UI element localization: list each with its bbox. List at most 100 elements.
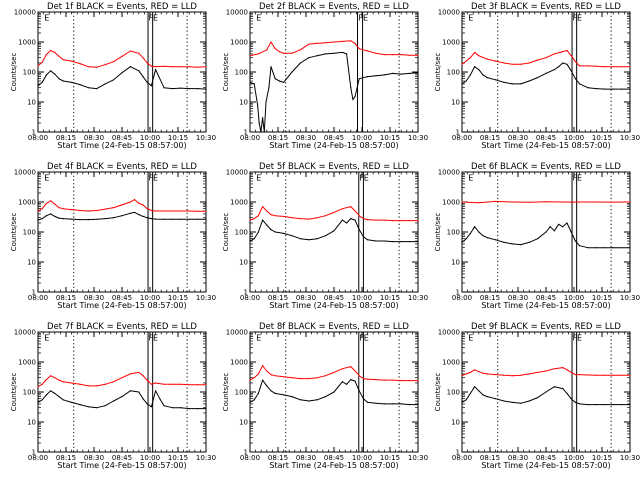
x-tick-label: 10:00	[352, 134, 372, 142]
marker-fe: FE	[572, 14, 582, 23]
series-point	[325, 396, 327, 398]
series-point	[278, 51, 280, 53]
series-point	[558, 223, 560, 225]
series-point	[104, 218, 106, 220]
series-point	[503, 81, 505, 83]
series-point	[180, 383, 182, 385]
series-point	[629, 201, 631, 203]
y-tick-label: 10	[239, 99, 248, 107]
series-point	[362, 378, 364, 380]
series-point	[482, 372, 484, 374]
series-point	[129, 201, 131, 203]
series-point	[150, 406, 152, 408]
series-point	[346, 383, 348, 385]
series-point	[262, 206, 264, 208]
y-tick-label: 10000	[14, 9, 36, 17]
series-point	[270, 229, 272, 231]
marker-e: E	[44, 334, 49, 343]
series-point	[478, 69, 480, 71]
series-point	[266, 49, 268, 51]
x-tick-label: 08:30	[296, 294, 316, 302]
series-point	[150, 85, 152, 87]
series-line-lld	[461, 367, 630, 377]
series-point	[362, 236, 364, 238]
series-point	[595, 65, 598, 67]
x-tick-label: 10:30	[408, 134, 428, 142]
series-point	[268, 87, 270, 89]
series-point	[104, 64, 106, 66]
series-point	[258, 122, 260, 124]
series-point	[574, 78, 577, 80]
series-point	[188, 66, 190, 68]
series-point	[528, 62, 530, 64]
series-point	[474, 226, 476, 228]
series-point	[341, 40, 343, 43]
series-point	[121, 204, 123, 206]
series-point	[537, 397, 539, 399]
series-point	[461, 375, 463, 377]
y-tick-label: 1	[456, 289, 460, 297]
series-point	[375, 402, 377, 404]
series-point	[37, 210, 39, 212]
series-point	[159, 398, 161, 400]
marker-fe: FE	[358, 14, 368, 23]
series-line-events	[249, 218, 418, 243]
series-point	[409, 220, 411, 222]
series-point	[58, 207, 60, 209]
series-point	[478, 390, 480, 392]
y-tick-label: 1	[32, 289, 36, 297]
series-point	[262, 117, 264, 119]
series-point	[71, 209, 73, 211]
series-point	[562, 388, 564, 390]
y-tick-label: 100	[235, 229, 248, 237]
series-point	[553, 53, 556, 55]
series-point	[562, 226, 564, 228]
series-point	[469, 371, 471, 373]
series-point	[96, 407, 98, 409]
series-point	[291, 217, 293, 219]
series-point	[129, 50, 131, 52]
series-point	[503, 374, 505, 376]
series-point	[354, 210, 356, 212]
series-point	[574, 374, 577, 376]
chart-panel-3: Det 3f BLACK = Events, RED = LLD 1 10 100 10…	[434, 2, 640, 150]
series-point	[188, 408, 190, 410]
x-tick-label: 08:15	[480, 134, 500, 142]
y-axis-label: Counts/sec	[10, 53, 18, 92]
series-point	[96, 209, 98, 212]
series-point	[566, 63, 568, 65]
series-point	[270, 374, 272, 376]
series-point	[367, 378, 369, 380]
x-tick-label: 10:00	[352, 294, 372, 302]
series-point	[308, 43, 310, 45]
series-point	[62, 381, 64, 383]
series-point	[495, 200, 497, 202]
series-point	[257, 392, 259, 394]
series-point	[260, 131, 262, 133]
x-axis-label: Start Time (24-Feb-15 08:57:00)	[269, 141, 398, 150]
series-point	[520, 374, 522, 376]
series-point	[325, 235, 327, 237]
series-point	[104, 405, 106, 407]
series-point	[171, 383, 173, 385]
series-point	[308, 218, 310, 220]
series-point	[566, 369, 568, 371]
series-point	[333, 371, 335, 373]
series-point	[417, 72, 419, 74]
series-point	[587, 65, 589, 67]
series-point	[291, 52, 293, 54]
series-point	[392, 379, 394, 381]
series-point	[263, 131, 265, 133]
series-point	[495, 239, 497, 241]
series-point	[291, 71, 293, 73]
x-tick-label: 10:15	[592, 454, 612, 462]
series-point	[482, 74, 484, 76]
x-tick-label: 08:00	[28, 294, 48, 302]
series-point	[354, 219, 356, 221]
chart-panel-4: Det 4f BLACK = Events, RED = LLD 1 10 100 10…	[10, 162, 216, 310]
series-point	[478, 55, 480, 57]
series-point	[520, 244, 522, 246]
series-point	[150, 218, 152, 220]
series-point	[129, 66, 131, 68]
